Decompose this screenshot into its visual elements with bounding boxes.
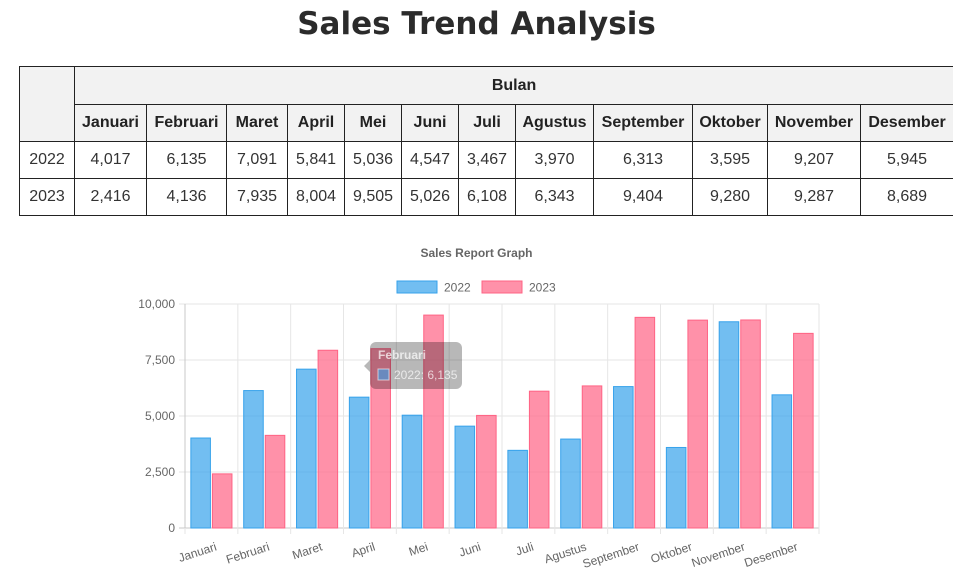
- value-cell: 5,841: [287, 141, 345, 179]
- month-header-row: Januari Februari Maret April Mei Juni Juli Agus…: [20, 104, 953, 142]
- value-cell: 5,036: [344, 141, 402, 179]
- bar-2022-mei[interactable]: [401, 414, 423, 529]
- value-cell: 5,945: [859, 141, 953, 179]
- y-tick-label: 5,000: [145, 409, 175, 423]
- sales-table: Bulan Januari Februari Maret April Mei Juni Ju…: [19, 66, 953, 216]
- month-header-maret: Maret: [226, 104, 288, 142]
- page-title: Sales Trend Analysis: [297, 6, 656, 42]
- chart-svg: Sales Report Graph 2022 2023 0 2,500 5,000 7,5…: [138, 246, 820, 571]
- month-header-april: April: [287, 104, 345, 142]
- bar-2023-november[interactable]: [740, 319, 761, 529]
- tooltip-swatch: [377, 368, 390, 381]
- value-cell: 9,280: [692, 178, 768, 216]
- bar-2022-maret[interactable]: [296, 368, 317, 529]
- bar-2023-juli[interactable]: [528, 390, 550, 529]
- legend-label-2023[interactable]: 2023: [529, 281, 556, 295]
- value-cell: 9,505: [344, 178, 402, 216]
- x-tick-label: Juli: [514, 540, 535, 559]
- value-cell: 9,207: [767, 141, 861, 179]
- value-cell: 4,547: [401, 141, 459, 179]
- month-header-juni: Juni: [401, 104, 459, 142]
- x-tick-label: Maret: [290, 539, 324, 562]
- y-tick-label: 2,500: [145, 465, 175, 479]
- bar-2022-juli[interactable]: [507, 449, 528, 529]
- value-cell: 8,689: [859, 178, 953, 216]
- x-tick-label: April: [350, 540, 377, 561]
- bar-2023-februari[interactable]: [264, 434, 286, 529]
- bar-2022-november[interactable]: [718, 321, 740, 529]
- bar-2023-oktober[interactable]: [687, 319, 708, 529]
- x-tick-label: Januari: [177, 540, 219, 565]
- table-row: 2023 2,416 4,136 7,935 8,004 9,505 5,026 6,108 6…: [19, 178, 953, 216]
- tooltip-label: 2022: 6,135: [394, 368, 458, 382]
- month-header-mei: Mei: [344, 104, 402, 142]
- value-cell: 4,136: [146, 178, 227, 216]
- value-cell: 4,017: [74, 141, 147, 179]
- value-cell: 3,970: [515, 141, 594, 179]
- sales-chart: Sales Report Graph 2022 2023 0 2,500 5,000 7,5…: [0, 238, 953, 587]
- bar-2022-februari[interactable]: [243, 390, 264, 529]
- bar-2023-januari[interactable]: [211, 473, 233, 529]
- y-tick-label: 10,000: [138, 297, 175, 311]
- y-tick-label: 7,500: [145, 353, 175, 367]
- value-cell: 6,313: [593, 141, 693, 179]
- chart-title: Sales Report Graph: [420, 246, 532, 260]
- month-header-oktober: Oktober: [692, 104, 768, 142]
- legend-swatch-2023[interactable]: [481, 280, 523, 294]
- tooltip-title: Februari: [378, 348, 426, 362]
- month-header-desember: Desember: [859, 104, 953, 142]
- bar-2023-maret[interactable]: [317, 349, 339, 529]
- table-body: 2022 4,017 6,135 7,091 5,841 5,036 4,547 3,467 3…: [19, 141, 953, 216]
- month-header-februari: Februari: [146, 104, 227, 142]
- legend-label-2022[interactable]: 2022: [444, 281, 471, 295]
- value-cell: 9,404: [593, 178, 693, 216]
- year-cell: 2023: [19, 178, 75, 216]
- value-cell: 3,595: [692, 141, 768, 179]
- bar-2022-agustus[interactable]: [560, 438, 581, 529]
- month-header-november: November: [767, 104, 861, 142]
- x-tick-label: September: [581, 540, 641, 571]
- month-header-september: September: [593, 104, 693, 142]
- x-tick-label: Oktober: [649, 540, 694, 567]
- x-tick-label: November: [690, 540, 747, 570]
- bar-2023-september[interactable]: [634, 316, 656, 529]
- bar-2022-juni[interactable]: [454, 425, 476, 529]
- y-tick-label: 0: [168, 521, 175, 535]
- x-tick-label: Juni: [457, 540, 482, 560]
- value-cell: 6,108: [458, 178, 516, 216]
- bar-2022-oktober[interactable]: [665, 446, 687, 529]
- x-tick-label: Mei: [407, 540, 430, 559]
- tooltip-caret: [364, 360, 370, 372]
- value-cell: 7,935: [226, 178, 288, 216]
- month-header-juli: Juli: [458, 104, 516, 142]
- bar-2023-agustus[interactable]: [581, 385, 603, 529]
- value-cell: 5,026: [401, 178, 459, 216]
- year-cell: 2022: [19, 141, 75, 179]
- value-cell: 6,135: [146, 141, 227, 179]
- month-header-januari: Januari: [74, 104, 147, 142]
- bar-2022-januari[interactable]: [190, 437, 211, 529]
- bar-2023-juni[interactable]: [476, 414, 497, 529]
- bar-2023-mei[interactable]: [423, 314, 444, 529]
- tooltip-box: [370, 342, 462, 389]
- value-cell: 2,416: [74, 178, 147, 216]
- month-header-agustus: Agustus: [515, 104, 594, 142]
- x-tick-label: Februari: [224, 540, 271, 567]
- value-cell: 6,343: [515, 178, 594, 216]
- value-cell: 3,467: [458, 141, 516, 179]
- bar-2023-april[interactable]: [370, 348, 391, 529]
- table-corner-cell: [19, 66, 75, 142]
- x-tick-label: Desember: [743, 540, 800, 570]
- value-cell: 8,004: [287, 178, 345, 216]
- value-cell: 9,287: [767, 178, 861, 216]
- chart-tooltip: Februari 2022: 6,135: [364, 342, 462, 389]
- bar-2022-april[interactable]: [348, 396, 370, 529]
- bar-2022-desember[interactable]: [771, 394, 793, 529]
- table-row: 2022 4,017 6,135 7,091 5,841 5,036 4,547 3,467 3…: [19, 141, 953, 179]
- bar-2022-september[interactable]: [613, 386, 634, 529]
- bar-2023-desember[interactable]: [793, 332, 814, 529]
- table-group-header: Bulan: [73, 66, 953, 105]
- value-cell: 7,091: [226, 141, 288, 179]
- legend-swatch-2022[interactable]: [396, 280, 438, 294]
